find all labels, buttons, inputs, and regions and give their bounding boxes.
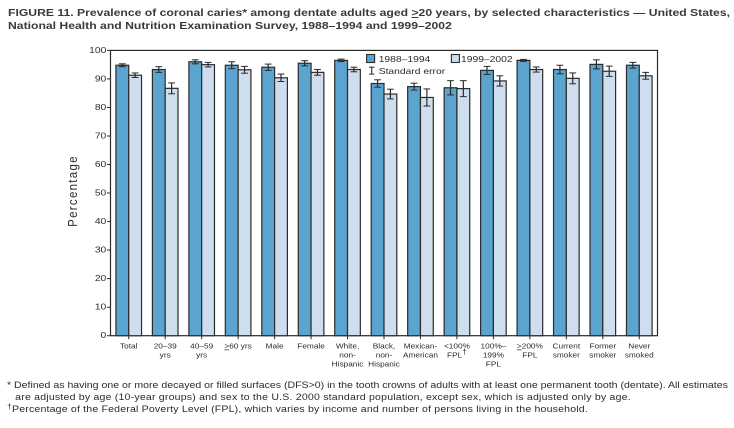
svg-text:<100%: <100% xyxy=(444,342,470,350)
svg-text:White,: White, xyxy=(336,342,359,350)
svg-text:60: 60 xyxy=(95,160,106,170)
svg-text:American: American xyxy=(403,351,438,359)
svg-text:Total: Total xyxy=(120,342,138,350)
svg-text:20–39: 20–39 xyxy=(154,342,177,350)
svg-text:smoker: smoker xyxy=(589,351,617,359)
svg-text:30: 30 xyxy=(95,245,106,255)
svg-text:smoked: smoked xyxy=(625,351,654,359)
svg-text:1988–1994: 1988–1994 xyxy=(379,55,431,65)
svg-text:Female: Female xyxy=(297,342,325,350)
svg-text:>200%: >200% xyxy=(517,342,543,350)
svg-text:100%–: 100%– xyxy=(481,342,508,350)
svg-text:non-: non- xyxy=(376,351,393,359)
svg-text:yrs: yrs xyxy=(196,351,207,359)
svg-text:100: 100 xyxy=(89,46,106,56)
svg-text:90: 90 xyxy=(95,74,106,84)
svg-text:199%: 199% xyxy=(483,351,504,359)
svg-text:80: 80 xyxy=(95,103,106,113)
svg-text:70: 70 xyxy=(95,131,106,141)
svg-text:non-: non- xyxy=(339,351,356,359)
svg-text:Never: Never xyxy=(628,342,651,350)
svg-text:Mexican-: Mexican- xyxy=(404,342,438,350)
svg-text:40: 40 xyxy=(95,217,106,227)
svg-text:yrs: yrs xyxy=(160,351,171,359)
svg-text:Hispanic: Hispanic xyxy=(332,360,364,368)
svg-text:FPL: FPL xyxy=(522,351,537,359)
svg-text:Male: Male xyxy=(266,342,284,350)
svg-text:Current: Current xyxy=(553,342,582,350)
svg-text:FPL†: FPL† xyxy=(447,348,467,359)
svg-text:Standard error: Standard error xyxy=(379,67,445,77)
svg-text:Black,: Black, xyxy=(373,342,396,350)
svg-text:>60 yrs: >60 yrs xyxy=(224,342,252,350)
svg-text:20: 20 xyxy=(95,274,106,284)
svg-text:Former: Former xyxy=(589,342,616,350)
svg-text:FPL: FPL xyxy=(486,360,501,368)
svg-text:Hispanic: Hispanic xyxy=(368,360,400,368)
svg-text:0: 0 xyxy=(101,331,107,341)
svg-text:10: 10 xyxy=(95,302,106,312)
svg-text:Percentage: Percentage xyxy=(65,155,80,227)
svg-text:50: 50 xyxy=(95,188,106,198)
svg-text:1999–2002: 1999–2002 xyxy=(461,55,513,65)
svg-text:40–59: 40–59 xyxy=(190,342,213,350)
svg-text:smoker: smoker xyxy=(553,351,581,359)
